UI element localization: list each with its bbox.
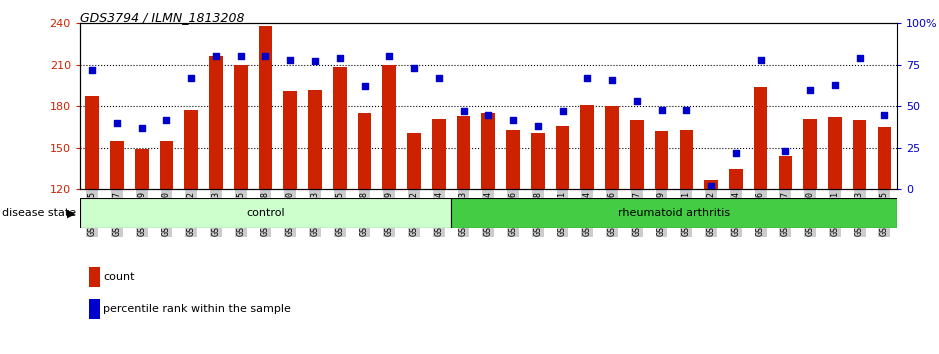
Bar [308, 90, 322, 189]
Point [827, 82, 842, 87]
Point [729, 150, 744, 156]
Bar [729, 169, 743, 189]
Point [555, 108, 570, 114]
Bar [184, 110, 198, 189]
Point [679, 107, 694, 112]
Point [283, 57, 298, 62]
Point [703, 183, 718, 189]
Bar [531, 132, 545, 189]
Bar [456, 116, 470, 189]
Bar [704, 180, 718, 189]
Point [85, 67, 100, 73]
Point [407, 65, 422, 71]
Bar [110, 141, 124, 189]
Bar [160, 141, 174, 189]
Bar [828, 117, 841, 189]
Bar [358, 113, 371, 189]
Bar [878, 127, 891, 189]
Point [505, 117, 520, 122]
Bar [506, 130, 520, 189]
Point [382, 53, 397, 59]
Bar [234, 65, 248, 189]
Point [208, 53, 223, 59]
Point [159, 117, 174, 122]
Text: percentile rank within the sample: percentile rank within the sample [103, 304, 291, 314]
Point [852, 55, 867, 61]
Bar [209, 56, 223, 189]
Text: ▶: ▶ [67, 208, 75, 218]
Bar [680, 130, 693, 189]
Point [184, 75, 199, 81]
Bar [556, 126, 569, 189]
Bar [580, 105, 594, 189]
Bar [803, 119, 817, 189]
Bar [258, 26, 272, 189]
Point [481, 112, 496, 118]
Bar [606, 106, 619, 189]
Bar [408, 132, 421, 189]
Point [531, 123, 546, 129]
Bar [778, 156, 793, 189]
Point [777, 148, 793, 154]
Text: rheumatoid arthritis: rheumatoid arthritis [618, 208, 730, 218]
Bar [382, 65, 396, 189]
Bar [284, 91, 297, 189]
Bar [482, 113, 495, 189]
Bar [654, 131, 669, 189]
Point [431, 75, 446, 81]
Point [803, 87, 818, 92]
Bar [630, 120, 643, 189]
Point [357, 84, 372, 89]
Point [110, 120, 125, 126]
Bar [451, 198, 897, 228]
Bar [333, 67, 346, 189]
Point [579, 75, 594, 81]
Bar [432, 119, 446, 189]
Text: GDS3794 / ILMN_1813208: GDS3794 / ILMN_1813208 [80, 11, 244, 24]
Text: control: control [246, 208, 285, 218]
Point [654, 107, 670, 112]
Point [629, 98, 644, 104]
Point [877, 112, 892, 118]
Point [753, 57, 768, 62]
Point [134, 125, 149, 131]
Text: disease state: disease state [2, 208, 76, 218]
Text: count: count [103, 272, 135, 282]
Point [605, 77, 620, 82]
Point [258, 53, 273, 59]
Bar [85, 97, 99, 189]
Bar [853, 120, 867, 189]
Point [332, 55, 347, 61]
Bar [135, 149, 148, 189]
Point [456, 108, 471, 114]
Point [307, 58, 322, 64]
Bar [754, 87, 767, 189]
Bar [80, 198, 451, 228]
Point [233, 53, 248, 59]
